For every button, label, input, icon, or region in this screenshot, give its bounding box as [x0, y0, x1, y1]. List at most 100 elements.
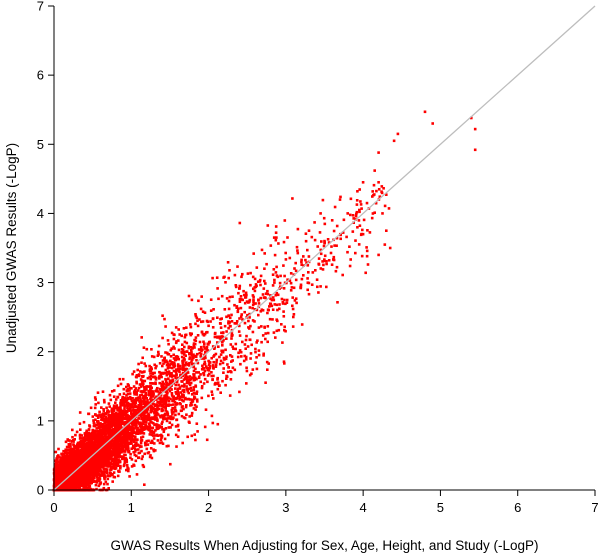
data-point [92, 422, 96, 425]
data-point [60, 457, 63, 460]
data-point [121, 396, 125, 399]
data-point [239, 306, 243, 310]
data-point [192, 407, 196, 410]
data-point [128, 406, 132, 410]
data-point [164, 427, 168, 430]
data-point [110, 390, 114, 393]
data-point [140, 382, 144, 386]
data-point [204, 365, 208, 368]
data-point [95, 475, 99, 479]
data-point [195, 398, 199, 401]
data-point [218, 384, 221, 387]
data-point [216, 316, 219, 319]
data-point [211, 326, 215, 329]
data-point [251, 330, 255, 334]
data-point [260, 248, 264, 252]
data-point [282, 240, 286, 244]
data-point [97, 484, 101, 488]
data-point [141, 463, 145, 467]
data-point [132, 391, 136, 394]
data-point [178, 364, 181, 368]
data-point [120, 415, 124, 419]
data-point [103, 473, 106, 477]
data-point [136, 421, 140, 424]
data-point [131, 372, 134, 376]
data-point [233, 322, 237, 325]
data-point [160, 441, 163, 444]
data-point [78, 411, 82, 414]
data-point [274, 231, 278, 234]
data-point [161, 416, 165, 420]
data-point [174, 425, 178, 428]
data-point [214, 352, 218, 356]
data-point [113, 459, 117, 462]
data-point [193, 433, 196, 436]
data-point [138, 425, 142, 428]
data-point [230, 332, 234, 335]
data-point [145, 347, 149, 351]
data-point [258, 280, 262, 283]
data-point [168, 421, 172, 424]
data-point [184, 354, 187, 357]
data-point [223, 324, 227, 328]
data-point [162, 362, 165, 365]
data-point [160, 436, 163, 439]
data-point [246, 345, 250, 348]
data-point [136, 398, 139, 402]
data-point [153, 442, 156, 445]
data-point [266, 368, 269, 371]
data-point [261, 334, 265, 337]
data-point [155, 364, 158, 368]
data-point [186, 435, 189, 439]
data-point [125, 385, 128, 389]
data-point [248, 298, 252, 302]
data-point [152, 402, 155, 406]
data-point [67, 455, 70, 458]
data-point [185, 379, 189, 383]
data-point [137, 404, 140, 407]
data-point [150, 355, 154, 358]
data-point [213, 335, 217, 339]
data-point [165, 395, 169, 398]
data-point [258, 278, 262, 282]
data-point [123, 438, 126, 441]
data-point [149, 381, 152, 385]
data-point [300, 323, 304, 326]
data-point [123, 407, 126, 411]
data-point [204, 408, 208, 411]
data-point [288, 256, 292, 260]
data-point [109, 468, 112, 472]
data-point [165, 383, 168, 387]
data-point [170, 375, 174, 378]
data-point [170, 361, 174, 364]
data-point [229, 378, 233, 381]
data-point [161, 364, 164, 368]
data-point [266, 311, 269, 315]
data-point [213, 353, 216, 357]
data-point [219, 391, 222, 394]
data-point [245, 369, 249, 373]
data-point [183, 367, 187, 371]
data-point [112, 453, 116, 457]
data-point [263, 325, 266, 329]
data-point [249, 352, 253, 355]
data-point [122, 409, 125, 413]
data-point [266, 340, 269, 344]
data-point [195, 377, 198, 381]
data-point [210, 390, 214, 393]
data-point [161, 420, 164, 424]
data-point [142, 346, 146, 349]
data-point [194, 314, 198, 318]
data-point [170, 347, 173, 350]
data-point [129, 456, 132, 459]
data-point [130, 387, 133, 390]
data-point [87, 428, 91, 431]
data-point [130, 403, 133, 406]
data-point [245, 300, 249, 303]
data-point [216, 341, 219, 344]
data-point [57, 463, 61, 467]
data-point [172, 337, 176, 341]
data-point [193, 403, 197, 407]
data-point [111, 454, 114, 457]
data-point [145, 447, 149, 451]
